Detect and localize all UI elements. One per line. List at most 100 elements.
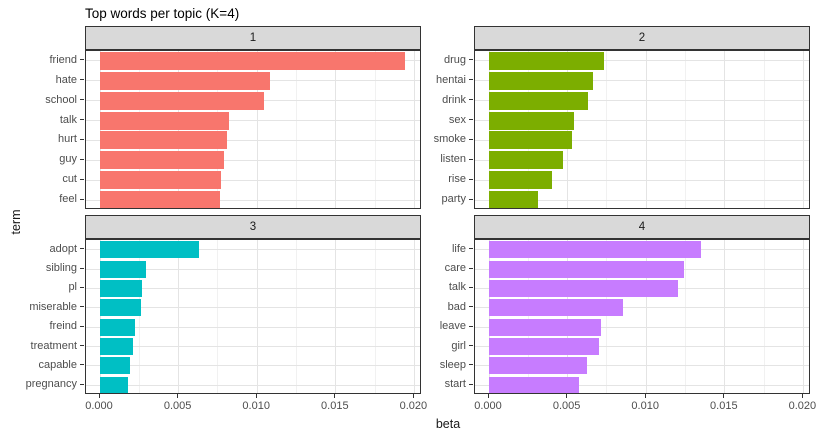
y-tick-label: pl — [68, 281, 77, 294]
y-tick-label: feel — [59, 193, 77, 206]
bar — [489, 91, 588, 110]
bar — [489, 318, 601, 336]
y-tick — [80, 178, 84, 180]
minor-gridline — [374, 240, 376, 393]
x-tick — [334, 394, 336, 398]
y-tick — [469, 99, 473, 101]
y-tick-label: care — [444, 262, 466, 275]
bar — [100, 357, 130, 375]
bar — [100, 111, 229, 130]
bar — [100, 71, 270, 90]
category-gridline — [475, 80, 809, 82]
category-gridline — [475, 346, 809, 348]
category-gridline — [86, 199, 420, 201]
y-tick — [80, 267, 84, 269]
y-tick — [469, 306, 473, 308]
bar — [489, 279, 678, 297]
category-gridline — [475, 179, 809, 181]
minor-gridline — [763, 51, 765, 208]
category-gridline — [475, 60, 809, 62]
y-tick — [80, 198, 84, 200]
y-axis-title: term — [9, 209, 23, 235]
x-tick-label: 0.015 — [710, 400, 738, 412]
bar — [100, 191, 220, 208]
bar — [489, 338, 599, 356]
bar — [489, 151, 563, 170]
bar — [100, 151, 225, 170]
minor-gridline — [296, 240, 297, 393]
chart-title: Top words per topic (K=4) — [85, 6, 240, 21]
x-tick-label: 0.000 — [85, 400, 113, 412]
y-tick — [80, 325, 84, 327]
y-tick — [80, 119, 84, 121]
y-tick-label: sex — [448, 113, 466, 126]
y-tick — [469, 364, 473, 366]
minor-gridline — [606, 51, 608, 208]
x-tick-label: 0.020 — [399, 400, 428, 412]
x-tick — [98, 394, 100, 398]
minor-gridline — [217, 240, 219, 393]
y-tick — [469, 383, 473, 385]
y-tick-label: girl — [451, 339, 466, 352]
y-tick-label: drink — [442, 93, 466, 106]
category-gridline — [86, 346, 420, 348]
category-gridline — [86, 307, 420, 309]
y-tick-label: miserable — [29, 300, 77, 313]
major-gridline — [335, 240, 337, 393]
major-gridline — [724, 51, 726, 208]
y-tick-label: listen — [440, 153, 466, 166]
major-gridline — [256, 240, 258, 393]
major-gridline — [802, 240, 804, 393]
bar — [489, 376, 579, 393]
y-tick — [469, 158, 473, 160]
bar — [489, 171, 552, 190]
y-tick — [469, 59, 473, 61]
major-gridline — [413, 51, 415, 208]
bar — [100, 241, 199, 259]
y-tick-label: hate — [55, 73, 77, 86]
y-tick — [469, 286, 473, 288]
x-tick-label: 0.005 — [163, 400, 192, 412]
y-tick — [80, 306, 84, 308]
bar — [100, 91, 264, 110]
y-tick-label: bad — [447, 300, 466, 313]
major-gridline — [335, 51, 337, 208]
y-tick-label: drug — [443, 53, 466, 66]
bar — [489, 51, 604, 70]
bar — [100, 171, 221, 190]
minor-gridline — [606, 240, 608, 393]
y-tick-label: leave — [439, 320, 466, 333]
category-gridline — [475, 384, 809, 386]
bar — [489, 71, 593, 90]
y-tick — [469, 248, 473, 250]
minor-gridline — [685, 240, 686, 393]
category-gridline — [475, 139, 809, 141]
minor-gridline — [685, 51, 686, 208]
x-tick — [644, 394, 646, 398]
y-tick-label: smoke — [433, 133, 466, 146]
y-tick — [80, 59, 84, 61]
minor-gridline — [374, 51, 376, 208]
y-tick-label: pregnancy — [25, 378, 77, 391]
y-tick-label: adopt — [49, 242, 77, 255]
y-tick-label: friend — [49, 53, 77, 66]
y-tick — [80, 138, 84, 140]
facet-strip-label: 4 — [638, 221, 646, 233]
bar — [489, 241, 702, 259]
category-gridline — [475, 159, 809, 161]
y-tick — [80, 383, 84, 385]
bar — [100, 51, 405, 70]
category-gridline — [86, 139, 420, 141]
x-tick-label: 0.020 — [788, 400, 817, 412]
category-gridline — [86, 120, 420, 122]
x-tick-label: 0.005 — [552, 400, 581, 412]
y-tick-label: capable — [38, 358, 77, 371]
category-gridline — [475, 199, 809, 201]
bar — [100, 338, 133, 356]
facet-strip-label: 1 — [249, 32, 257, 44]
facet-panel — [474, 50, 810, 209]
bar — [100, 279, 143, 297]
category-gridline — [86, 287, 420, 289]
bar — [100, 131, 228, 150]
